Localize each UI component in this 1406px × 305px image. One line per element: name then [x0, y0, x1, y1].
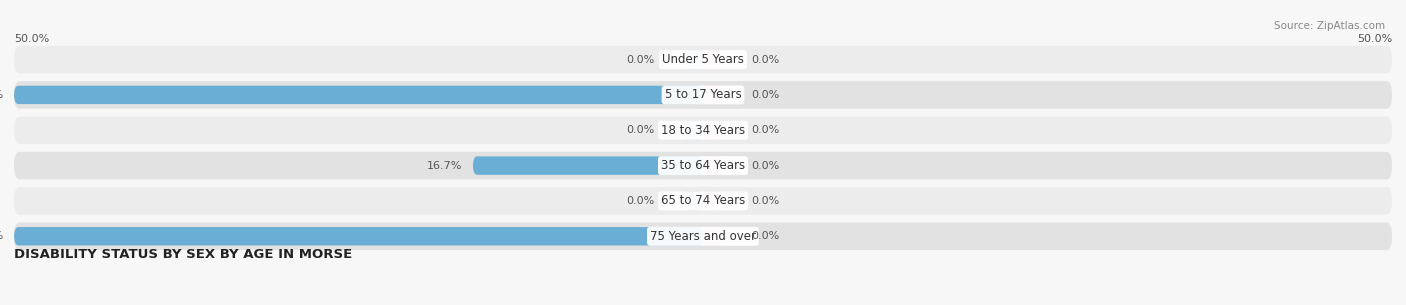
Text: 0.0%: 0.0%	[751, 55, 779, 65]
FancyBboxPatch shape	[14, 86, 703, 104]
Text: 65 to 74 Years: 65 to 74 Years	[661, 194, 745, 207]
Text: 35 to 64 Years: 35 to 64 Years	[661, 159, 745, 172]
FancyBboxPatch shape	[682, 121, 703, 139]
FancyBboxPatch shape	[14, 117, 1392, 144]
Text: Source: ZipAtlas.com: Source: ZipAtlas.com	[1274, 21, 1385, 31]
FancyBboxPatch shape	[14, 187, 1392, 215]
Text: 50.0%: 50.0%	[14, 34, 49, 44]
FancyBboxPatch shape	[703, 192, 724, 210]
FancyBboxPatch shape	[14, 46, 1392, 74]
Text: 0.0%: 0.0%	[627, 196, 655, 206]
FancyBboxPatch shape	[14, 81, 1392, 109]
Text: 0.0%: 0.0%	[751, 196, 779, 206]
Text: 0.0%: 0.0%	[751, 125, 779, 135]
Text: 0.0%: 0.0%	[751, 161, 779, 170]
Text: 16.7%: 16.7%	[426, 161, 461, 170]
FancyBboxPatch shape	[14, 152, 1392, 179]
Text: 5 to 17 Years: 5 to 17 Years	[665, 88, 741, 102]
Text: 75 Years and over: 75 Years and over	[650, 230, 756, 243]
FancyBboxPatch shape	[682, 50, 703, 69]
Text: DISABILITY STATUS BY SEX BY AGE IN MORSE: DISABILITY STATUS BY SEX BY AGE IN MORSE	[14, 248, 353, 261]
FancyBboxPatch shape	[14, 222, 1392, 250]
Text: 50.0%: 50.0%	[1357, 34, 1392, 44]
Text: 50.0%: 50.0%	[0, 90, 3, 100]
FancyBboxPatch shape	[682, 192, 703, 210]
Text: 0.0%: 0.0%	[751, 90, 779, 100]
Text: 0.0%: 0.0%	[751, 231, 779, 241]
Text: 50.0%: 50.0%	[0, 231, 3, 241]
FancyBboxPatch shape	[703, 121, 724, 139]
Text: 0.0%: 0.0%	[627, 125, 655, 135]
FancyBboxPatch shape	[703, 86, 724, 104]
FancyBboxPatch shape	[703, 50, 724, 69]
FancyBboxPatch shape	[14, 227, 703, 246]
FancyBboxPatch shape	[703, 227, 724, 246]
Text: 18 to 34 Years: 18 to 34 Years	[661, 124, 745, 137]
FancyBboxPatch shape	[703, 156, 724, 175]
FancyBboxPatch shape	[472, 156, 703, 175]
Text: 0.0%: 0.0%	[627, 55, 655, 65]
Text: Under 5 Years: Under 5 Years	[662, 53, 744, 66]
